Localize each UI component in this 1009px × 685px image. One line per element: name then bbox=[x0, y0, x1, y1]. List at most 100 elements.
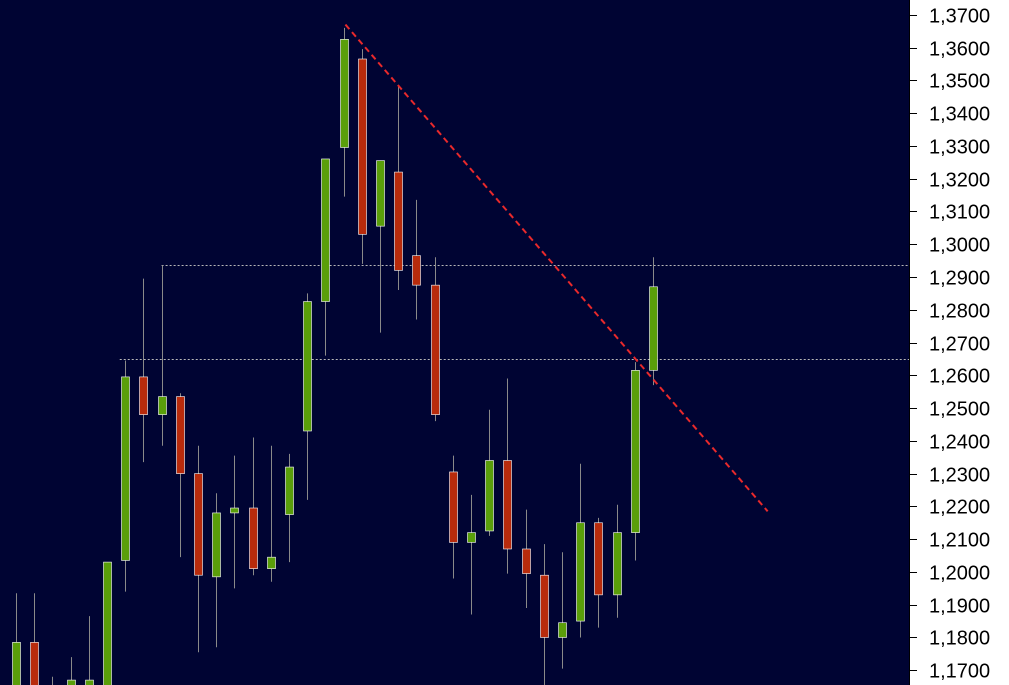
candle-23 bbox=[431, 257, 440, 422]
candle-body-bull bbox=[631, 370, 640, 533]
candle-14 bbox=[267, 445, 276, 582]
y-tick-label: 1,2300 bbox=[929, 465, 990, 487]
horizontal-levels bbox=[119, 265, 909, 360]
candle-34 bbox=[631, 362, 640, 561]
candle-3 bbox=[67, 657, 76, 685]
candle-32 bbox=[594, 517, 603, 628]
candle-22 bbox=[412, 199, 421, 320]
candle-30 bbox=[558, 552, 567, 669]
y-tick-label: 1,2500 bbox=[929, 399, 990, 421]
y-tick-label: 1,2600 bbox=[929, 366, 990, 388]
y-tick-label: 1,1900 bbox=[929, 596, 990, 618]
y-tick-label: 1,3600 bbox=[929, 39, 990, 61]
candle-5 bbox=[103, 561, 112, 685]
y-tick-label: 1,2100 bbox=[929, 530, 990, 552]
candle-13 bbox=[249, 437, 258, 576]
candle-12 bbox=[230, 455, 239, 589]
plot-area bbox=[0, 0, 909, 685]
candle-body-bull bbox=[12, 642, 21, 685]
trendline bbox=[344, 23, 769, 512]
candle-body-bear bbox=[394, 171, 403, 271]
y-tick-label: 1,2400 bbox=[929, 432, 990, 454]
candle-body-bull bbox=[613, 532, 622, 596]
candle-body-bull bbox=[121, 376, 130, 561]
candle-body-bear bbox=[449, 471, 458, 543]
price-axis-panel bbox=[909, 0, 1009, 685]
y-tick-label: 1,3400 bbox=[929, 104, 990, 126]
candle-9 bbox=[176, 393, 185, 558]
candle-body-bull bbox=[649, 286, 658, 371]
candle-body-bear bbox=[431, 284, 440, 415]
candle-body-bull bbox=[576, 522, 585, 622]
candle-body-bear bbox=[503, 460, 512, 550]
candle-4 bbox=[85, 616, 94, 685]
y-tick-label: 1,1700 bbox=[929, 661, 990, 683]
candle-27 bbox=[503, 378, 512, 574]
price-axis: 1,3700 1,3600 1,3500 1,3400 1,3300 1,3200 1,31… bbox=[909, 6, 990, 683]
candle-29 bbox=[540, 544, 549, 685]
candle-body-bear bbox=[540, 574, 549, 638]
candle-2 bbox=[52, 676, 53, 685]
candle-1 bbox=[30, 593, 39, 685]
candle-body-bull bbox=[158, 396, 167, 415]
y-tick-label: 1,2200 bbox=[929, 497, 990, 519]
candle-body-bear bbox=[412, 255, 421, 286]
candle-16 bbox=[303, 293, 312, 500]
candle-20 bbox=[376, 160, 385, 333]
y-tick-label: 1,3700 bbox=[929, 6, 990, 28]
candle-10 bbox=[194, 445, 203, 653]
candle-body-bull bbox=[376, 160, 385, 227]
y-tick-label: 1,3300 bbox=[929, 137, 990, 159]
candle-26 bbox=[485, 409, 494, 536]
candle-35 bbox=[649, 257, 658, 386]
candle-6 bbox=[121, 360, 130, 592]
candle-25 bbox=[467, 494, 476, 615]
candle-body-bull bbox=[67, 679, 76, 685]
y-tick-label: 1,2900 bbox=[929, 268, 990, 290]
y-tick-label: 1,1800 bbox=[929, 628, 990, 650]
candle-body-bull bbox=[303, 301, 312, 432]
y-tick-label: 1,3200 bbox=[929, 170, 990, 192]
candle-24 bbox=[449, 455, 458, 579]
y-tick-label: 1,2700 bbox=[929, 334, 990, 356]
y-tick-label: 1,3000 bbox=[929, 235, 990, 257]
candle-body-bear bbox=[358, 58, 367, 235]
candle-33 bbox=[613, 504, 622, 618]
candle-19 bbox=[358, 49, 367, 264]
candle-28 bbox=[522, 509, 531, 608]
candle-body-bull bbox=[321, 158, 330, 302]
candle-21 bbox=[394, 85, 403, 291]
candle-body-bull bbox=[467, 532, 476, 543]
candle-18 bbox=[340, 27, 349, 197]
y-tick-label: 1,3100 bbox=[929, 202, 990, 224]
candle-7 bbox=[139, 278, 148, 463]
candle-body-bear bbox=[194, 473, 203, 576]
candle-11 bbox=[212, 493, 221, 648]
candle-body-bull bbox=[285, 466, 294, 515]
candle-body-bear bbox=[522, 548, 531, 574]
candle-body-bull bbox=[103, 561, 112, 685]
candle-body-bull bbox=[267, 556, 276, 569]
candle-body-bear bbox=[594, 522, 603, 596]
candle-8 bbox=[158, 265, 167, 446]
y-tick-label: 1,2800 bbox=[929, 301, 990, 323]
candle-body-bear bbox=[249, 507, 258, 569]
candle-body-bull bbox=[558, 622, 567, 638]
candle-body-bull bbox=[85, 679, 94, 685]
candle-15 bbox=[285, 453, 294, 563]
y-tick-label: 1,2000 bbox=[929, 563, 990, 585]
candle-body-bear bbox=[139, 376, 148, 415]
candles bbox=[12, 27, 658, 685]
candle-body-bear bbox=[176, 396, 185, 474]
candle-body-bull bbox=[230, 507, 239, 514]
candle-body-bull bbox=[485, 460, 494, 532]
candle-body-bull bbox=[340, 39, 349, 148]
candle-31 bbox=[576, 463, 585, 638]
candle-body-bear bbox=[30, 642, 39, 685]
candle-0 bbox=[12, 593, 21, 685]
candle-body-bull bbox=[212, 512, 221, 578]
y-tick-label: 1,3500 bbox=[929, 71, 990, 93]
trendline-layer bbox=[344, 23, 769, 512]
